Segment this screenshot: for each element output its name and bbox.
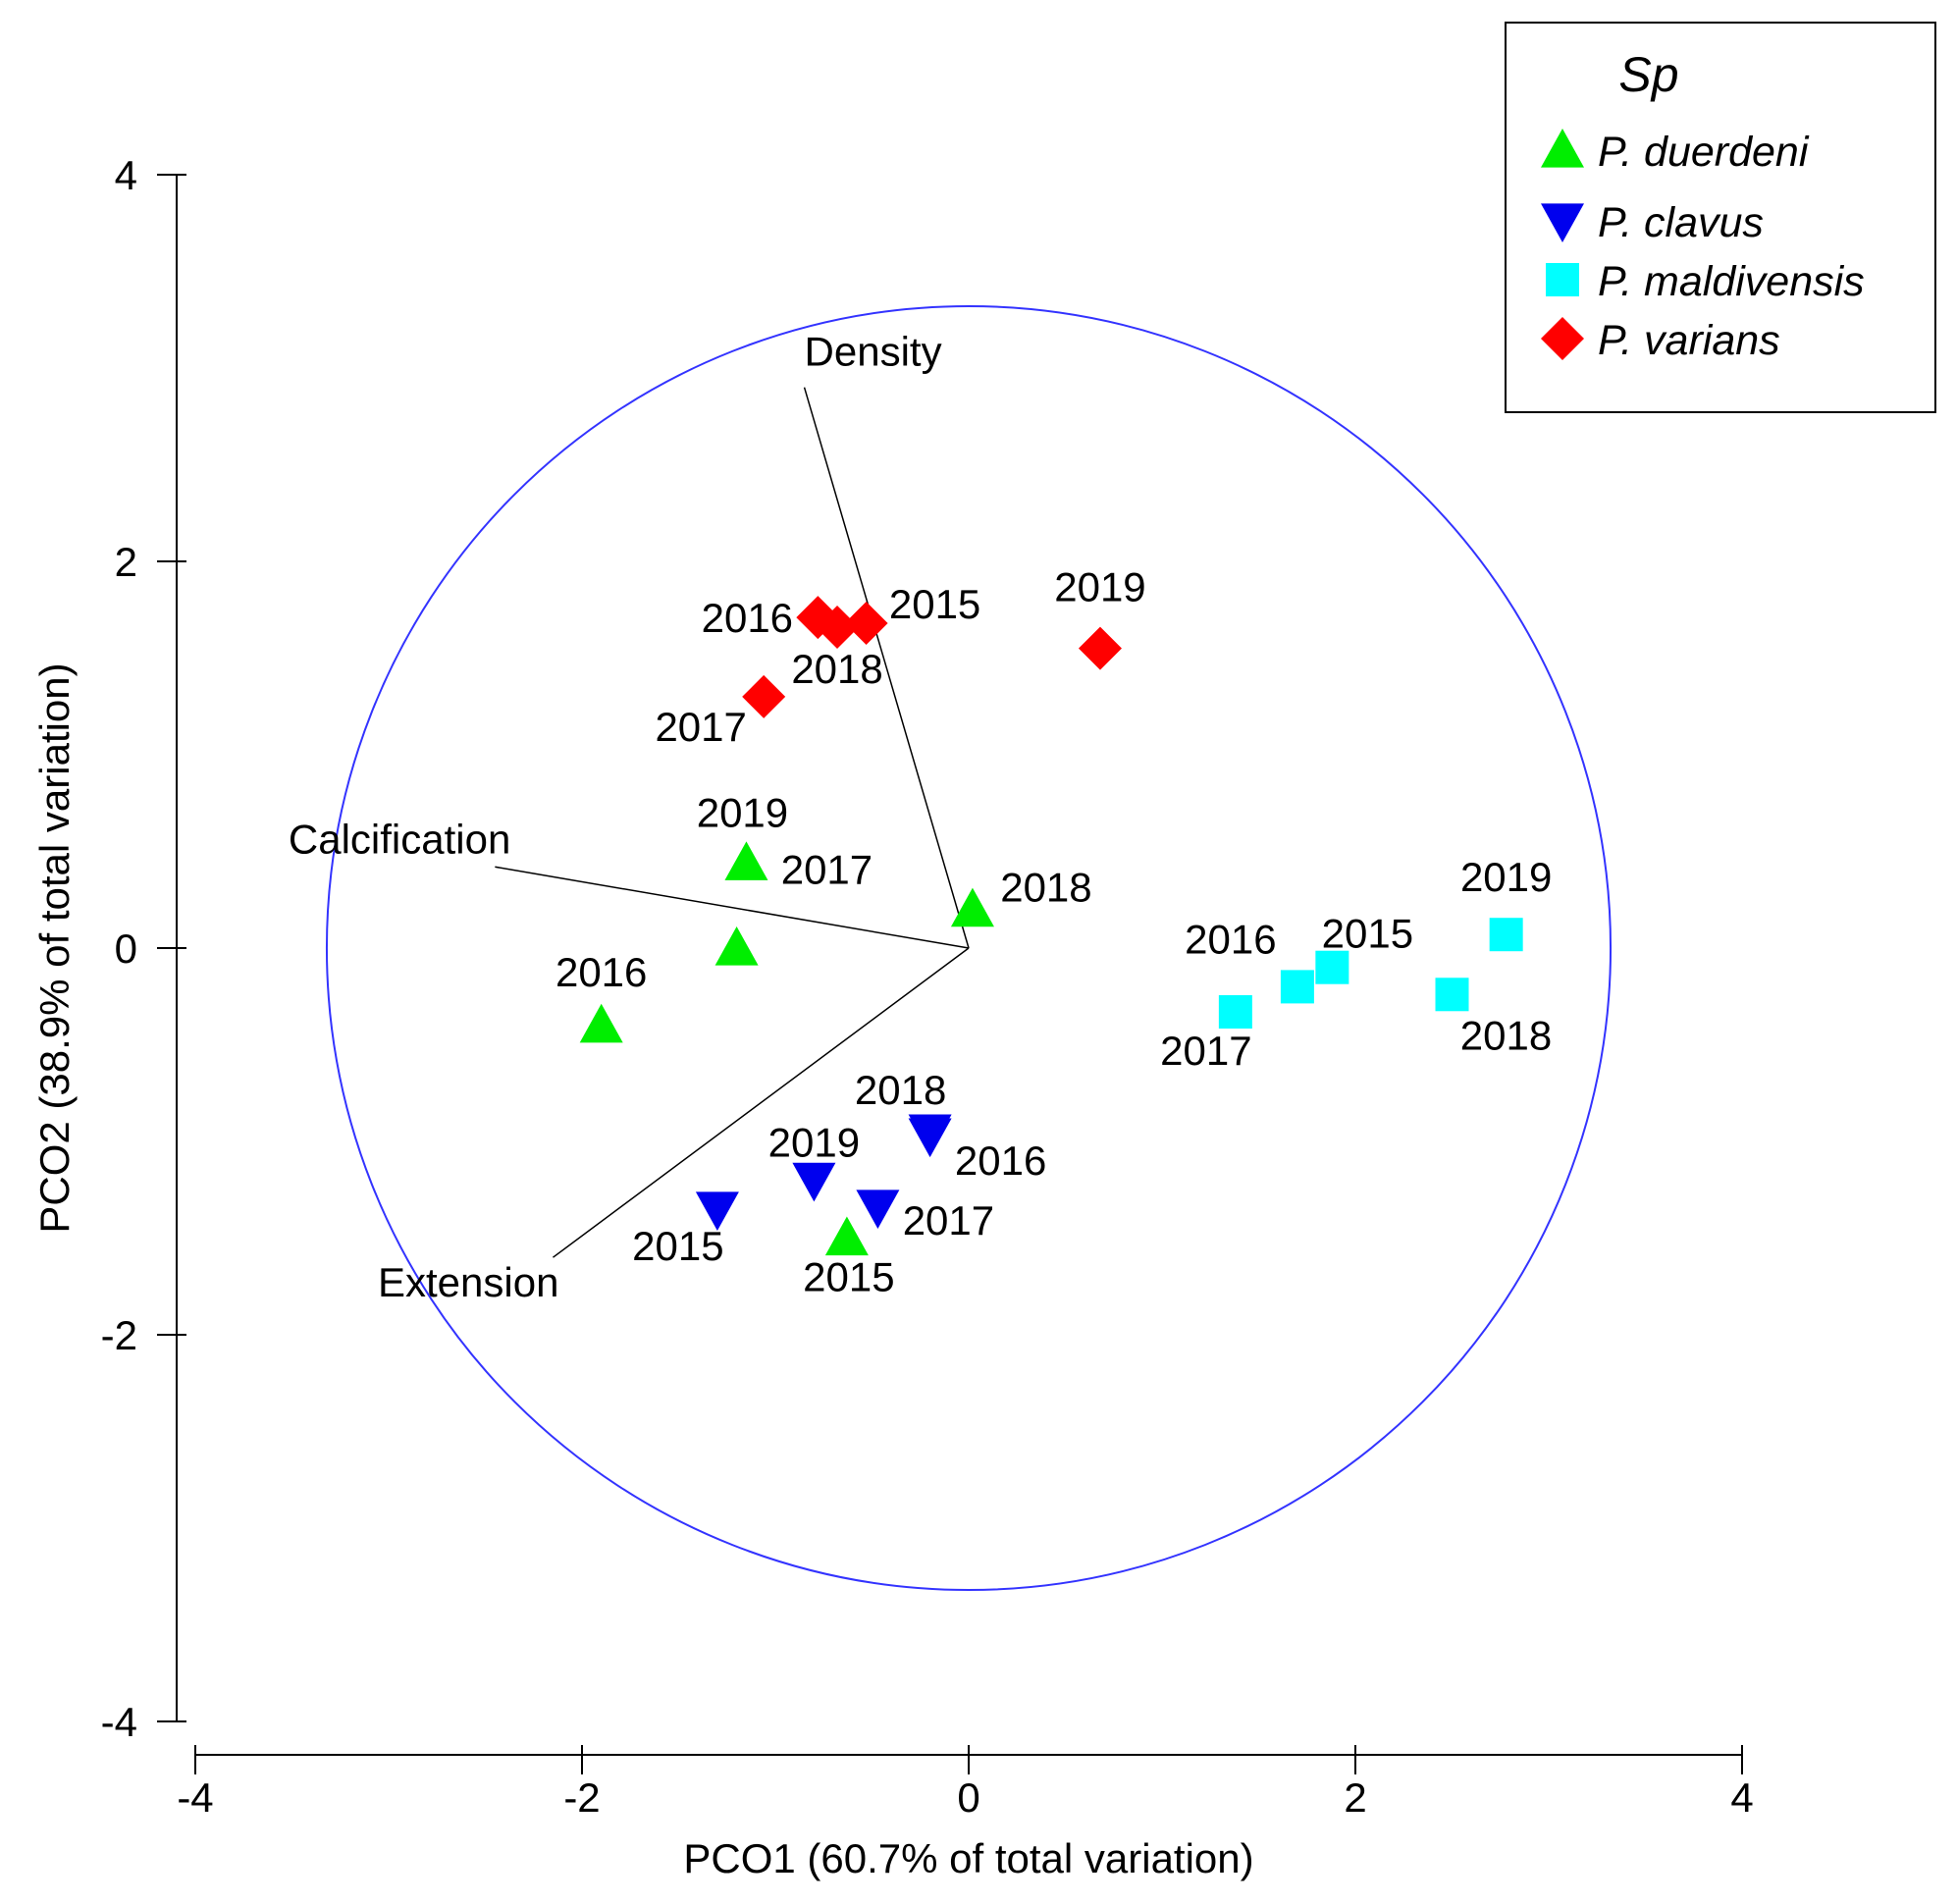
point-label-p-varians: 2019 <box>1054 564 1145 610</box>
legend-marker-p-varians <box>1541 317 1584 360</box>
point-label-p-varians: 2015 <box>889 581 980 627</box>
point-label-p-clavus: 2016 <box>955 1137 1046 1184</box>
point-p-maldivensis <box>1218 995 1252 1030</box>
correlation-circle <box>325 304 1613 1592</box>
y-axis-title: PCO2 (38.9% of total variation) <box>31 662 78 1233</box>
x-tick-label: -2 <box>563 1774 600 1821</box>
legend-marker-p-clavus <box>1541 203 1584 242</box>
vector-label-density: Density <box>805 329 942 375</box>
point-label-p-maldivensis: 2016 <box>1185 916 1276 962</box>
point-label-p-clavus: 2019 <box>768 1119 860 1165</box>
y-tick-label: 4 <box>115 152 137 198</box>
correlation-circle-outline <box>325 304 1613 1592</box>
point-p-duerdeni <box>824 1216 869 1256</box>
point-label-p-duerdeni: 2017 <box>781 846 873 892</box>
point-labels: 2017201620182015201520192017201820162017… <box>555 564 1552 1300</box>
data-points <box>579 596 1523 1256</box>
point-label-p-duerdeni: 2018 <box>1000 865 1091 911</box>
point-label-p-clavus: 2015 <box>632 1223 723 1269</box>
vector-density <box>803 387 970 949</box>
y-tick-label: 2 <box>115 539 137 585</box>
point-label-p-clavus: 2017 <box>903 1197 994 1243</box>
point-label-p-maldivensis: 2017 <box>1160 1028 1251 1074</box>
point-label-p-duerdeni: 2019 <box>697 789 788 835</box>
x-tick-label: 0 <box>957 1774 979 1821</box>
point-p-duerdeni <box>724 841 768 880</box>
point-p-duerdeni <box>950 887 994 927</box>
legend-label-p-clavus: P. clavus <box>1598 199 1764 246</box>
point-p-maldivensis <box>1280 970 1314 1004</box>
point-p-duerdeni <box>714 926 759 966</box>
point-label-p-duerdeni: 2016 <box>555 949 647 995</box>
point-p-duerdeni <box>579 1003 623 1043</box>
point-p-maldivensis <box>1489 918 1523 952</box>
legend-marker-p-maldivensis <box>1546 263 1579 296</box>
vector-extension <box>553 947 970 1258</box>
vectors: Density Calcification Extension <box>289 329 970 1305</box>
point-p-varians <box>742 674 786 718</box>
legend-label-p-duerdeni: P. duerdeni <box>1598 129 1810 176</box>
point-p-varians <box>844 602 888 646</box>
x-axis-title: PCO1 (60.7% of total variation) <box>683 1835 1253 1881</box>
point-label-p-clavus: 2018 <box>855 1067 946 1113</box>
legend-box <box>1505 22 1936 413</box>
point-p-clavus <box>908 1118 952 1158</box>
vector-calcification <box>495 866 970 949</box>
legend-label-p-maldivensis: P. maldivensis <box>1598 258 1865 305</box>
x-tick-label: 4 <box>1730 1774 1753 1821</box>
point-p-clavus <box>695 1191 739 1231</box>
vector-label-calcification: Calcification <box>289 816 510 862</box>
point-label-p-varians: 2018 <box>791 646 882 692</box>
point-p-maldivensis <box>1435 978 1469 1012</box>
point-label-p-varians: 2016 <box>702 595 793 641</box>
x-tick-label: 2 <box>1344 1774 1366 1821</box>
x-tick-label: -4 <box>177 1774 213 1821</box>
axes: -4 -2 0 2 4 -4 -2 0 2 4 PCO1 (60.7% of total varia… <box>31 152 1754 1881</box>
y-tick-label: -4 <box>101 1699 137 1745</box>
legend-marker-p-duerdeni <box>1541 129 1584 168</box>
point-p-maldivensis <box>1315 950 1349 984</box>
point-p-clavus <box>792 1162 836 1202</box>
legend: Sp P. duerdeni P. clavus P. maldivensis P. v… <box>1505 22 1936 413</box>
point-label-p-maldivensis: 2015 <box>1322 911 1413 957</box>
point-label-p-duerdeni: 2015 <box>803 1254 894 1300</box>
legend-label-p-varians: P. varians <box>1598 317 1780 364</box>
point-label-p-maldivensis: 2018 <box>1460 1012 1552 1058</box>
point-label-p-maldivensis: 2019 <box>1460 854 1552 900</box>
point-p-clavus <box>856 1190 900 1229</box>
y-tick-label: 0 <box>115 926 137 972</box>
y-tick-label: -2 <box>101 1312 137 1358</box>
point-p-varians <box>1078 626 1122 670</box>
point-p-varians <box>816 605 860 649</box>
vector-label-extension: Extension <box>378 1259 558 1305</box>
legend-title: Sp <box>1618 47 1678 102</box>
point-label-p-varians: 2017 <box>655 704 746 750</box>
